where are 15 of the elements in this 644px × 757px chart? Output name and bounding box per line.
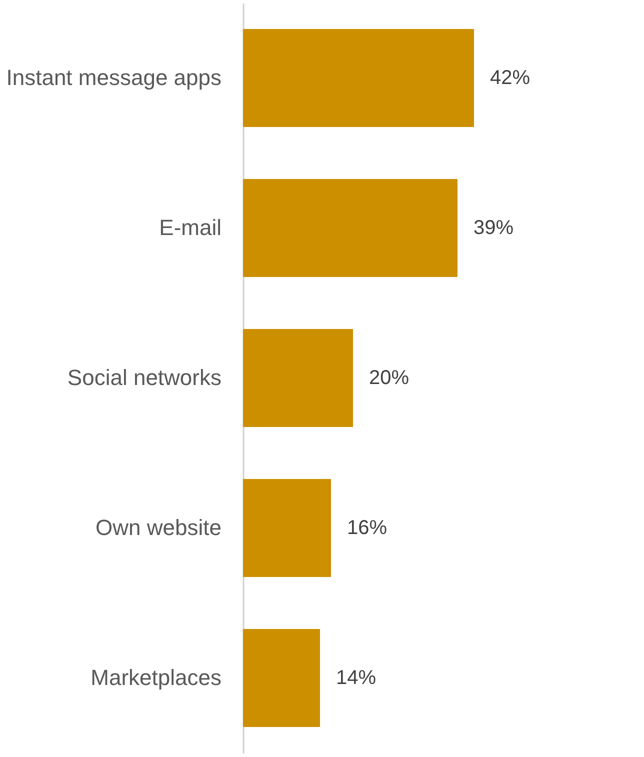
data-label: 16% bbox=[347, 517, 388, 539]
data-label: 14% bbox=[336, 667, 376, 689]
bar bbox=[243, 629, 320, 727]
y-tick-label: Own website bbox=[96, 515, 222, 540]
bar bbox=[243, 479, 331, 577]
y-tick-label: Instant message apps bbox=[6, 65, 222, 90]
bar bbox=[243, 179, 458, 277]
data-label: 42% bbox=[490, 67, 530, 89]
data-label: 20% bbox=[369, 367, 410, 389]
y-tick-label: Social networks bbox=[67, 365, 222, 390]
data-label: 39% bbox=[474, 217, 514, 239]
y-tick-label: E-mail bbox=[159, 215, 222, 240]
y-tick-label: Marketplaces bbox=[90, 665, 222, 690]
bar bbox=[243, 329, 353, 427]
bar bbox=[243, 29, 474, 127]
